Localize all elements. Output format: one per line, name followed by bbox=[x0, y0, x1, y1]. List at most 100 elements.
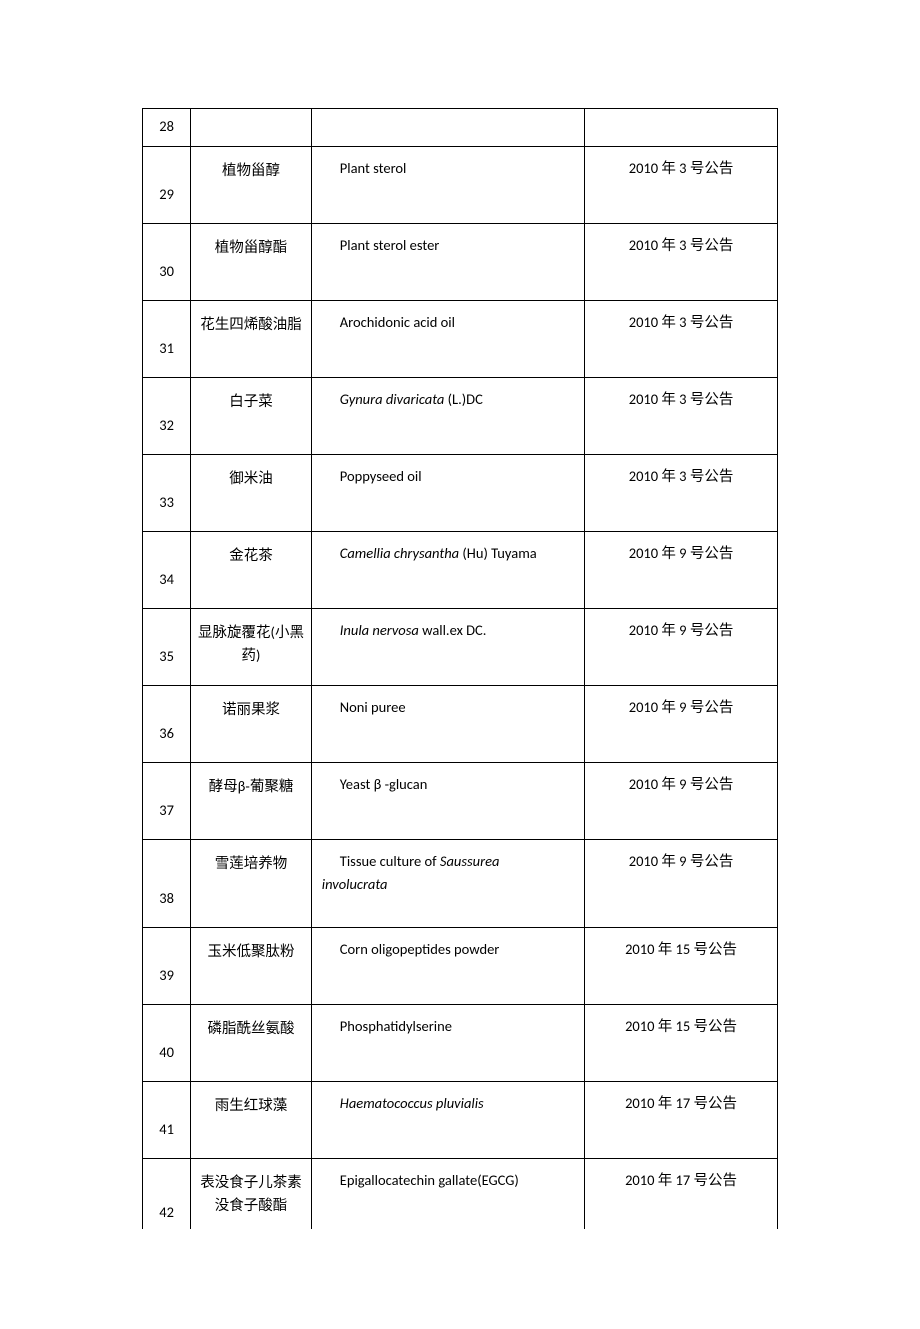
cn-name: 植物甾醇酯 bbox=[215, 238, 288, 256]
table-row: 36 诺丽果浆 Noni puree 2010 年 9 号公告 bbox=[143, 686, 778, 763]
en-name: Poppyseed oil bbox=[340, 467, 422, 485]
cell-cn: 金花茶 bbox=[191, 532, 312, 609]
table-row: 38 雪莲培养物 Tissue culture of Saussurea inv… bbox=[143, 840, 778, 928]
num-label: 36 bbox=[143, 724, 190, 742]
cell-notice: 2010 年 9 号公告 bbox=[585, 686, 778, 763]
table-row: 41 雨生红球藻 Haematococcus pluvialis 2010 年 … bbox=[143, 1082, 778, 1159]
cell-notice: 2010 年 9 号公告 bbox=[585, 840, 778, 928]
cell-notice: 2010 年 9 号公告 bbox=[585, 532, 778, 609]
en-name: Yeast β -glucan bbox=[340, 775, 428, 793]
cell-cn: 雪莲培养物 bbox=[191, 840, 312, 928]
notice-text: 2010 年 3 号公告 bbox=[629, 390, 734, 408]
table-row: 37 酵母β-葡聚糖 Yeast β -glucan 2010 年 9 号公告 bbox=[143, 763, 778, 840]
notice-text: 2010 年 3 号公告 bbox=[629, 159, 734, 177]
cell-notice: 2010 年 3 号公告 bbox=[585, 378, 778, 455]
en-name: Arochidonic acid oil bbox=[340, 313, 455, 331]
table-row: 39 玉米低聚肽粉 Corn oligopeptides powder 2010… bbox=[143, 928, 778, 1005]
cell-en: Arochidonic acid oil bbox=[311, 301, 584, 378]
table-row: 30 植物甾醇酯 Plant sterol ester 2010 年 3 号公告 bbox=[143, 224, 778, 301]
en-name: Plant sterol ester bbox=[340, 236, 440, 254]
table-row: 40 磷脂酰丝氨酸 Phosphatidylserine 2010 年 15 号… bbox=[143, 1005, 778, 1082]
table-row: 29 植物甾醇 Plant sterol 2010 年 3 号公告 bbox=[143, 147, 778, 224]
cn-name: 酵母β-葡聚糖 bbox=[209, 777, 294, 795]
cell-en: Inula nervosa wall.ex DC. bbox=[311, 609, 584, 686]
cell-notice: 2010 年 17 号公告 bbox=[585, 1082, 778, 1159]
cell-num: 33 bbox=[143, 455, 191, 532]
cell-num: 41 bbox=[143, 1082, 191, 1159]
num-label: 39 bbox=[143, 966, 190, 984]
cn-name: 雪莲培养物 bbox=[215, 854, 288, 872]
num-label: 33 bbox=[143, 493, 190, 511]
en-name: Corn oligopeptides powder bbox=[340, 940, 500, 958]
cell-notice: 2010 年 15 号公告 bbox=[585, 1005, 778, 1082]
en-line1-plain: Tissue culture of bbox=[340, 852, 440, 870]
notice-text: 2010 年 9 号公告 bbox=[629, 852, 734, 870]
num-label: 34 bbox=[143, 570, 190, 588]
table-row: 34 金花茶 Camellia chrysantha (Hu) Tuyama 2… bbox=[143, 532, 778, 609]
cell-en: Tissue culture of Saussurea involucrata bbox=[311, 840, 584, 928]
ingredient-table: 28 29 植物甾醇 Plant sterol 2010 年 3 号公告 30 … bbox=[142, 108, 778, 1229]
num-label: 32 bbox=[143, 416, 190, 434]
cell-cn bbox=[191, 109, 312, 147]
cell-notice bbox=[585, 109, 778, 147]
cn-name: 雨生红球藻 bbox=[215, 1096, 288, 1114]
cell-num: 29 bbox=[143, 147, 191, 224]
cell-num: 32 bbox=[143, 378, 191, 455]
en-name: Phosphatidylserine bbox=[340, 1017, 452, 1035]
cn-name: 表没食子儿茶素没食子酸酯 bbox=[200, 1173, 302, 1214]
en-name: Plant sterol bbox=[340, 159, 407, 177]
cn-name: 金花茶 bbox=[229, 546, 273, 564]
en-line2-italic: involucrata bbox=[322, 875, 388, 893]
table-row: 28 bbox=[143, 109, 778, 147]
cell-cn: 诺丽果浆 bbox=[191, 686, 312, 763]
cell-notice: 2010 年 9 号公告 bbox=[585, 763, 778, 840]
notice-text: 2010 年 15 号公告 bbox=[625, 1017, 737, 1035]
cn-name: 花生四烯酸油脂 bbox=[200, 315, 302, 333]
cell-notice: 2010 年 3 号公告 bbox=[585, 455, 778, 532]
table-row: 32 白子菜 Gynura divaricata (L.)DC 2010 年 3… bbox=[143, 378, 778, 455]
en-italic: Haematococcus pluvialis bbox=[340, 1094, 484, 1112]
en-line1-italic: Saussurea bbox=[440, 852, 500, 870]
table-body: 28 29 植物甾醇 Plant sterol 2010 年 3 号公告 30 … bbox=[143, 109, 778, 1230]
cell-num: 30 bbox=[143, 224, 191, 301]
cell-en: Haematococcus pluvialis bbox=[311, 1082, 584, 1159]
table-row: 33 御米油 Poppyseed oil 2010 年 3 号公告 bbox=[143, 455, 778, 532]
notice-text: 2010 年 3 号公告 bbox=[629, 236, 734, 254]
cn-name: 植物甾醇 bbox=[222, 161, 280, 179]
notice-text: 2010 年 15 号公告 bbox=[625, 940, 737, 958]
table-row: 31 花生四烯酸油脂 Arochidonic acid oil 2010 年 3… bbox=[143, 301, 778, 378]
cell-notice: 2010 年 3 号公告 bbox=[585, 301, 778, 378]
cell-num: 35 bbox=[143, 609, 191, 686]
cell-en: Phosphatidylserine bbox=[311, 1005, 584, 1082]
num-label: 40 bbox=[143, 1043, 190, 1061]
num-label: 30 bbox=[143, 262, 190, 280]
cn-name: 诺丽果浆 bbox=[222, 700, 280, 718]
table-row: 35 显脉旋覆花(小黑药) Inula nervosa wall.ex DC. … bbox=[143, 609, 778, 686]
cell-en: Corn oligopeptides powder bbox=[311, 928, 584, 1005]
num-label: 28 bbox=[147, 109, 186, 143]
notice-text: 2010 年 3 号公告 bbox=[629, 313, 734, 331]
notice-text: 2010 年 9 号公告 bbox=[629, 775, 734, 793]
cell-cn: 白子菜 bbox=[191, 378, 312, 455]
cell-en bbox=[311, 109, 584, 147]
cell-cn: 表没食子儿茶素没食子酸酯 bbox=[191, 1159, 312, 1230]
cell-notice: 2010 年 9 号公告 bbox=[585, 609, 778, 686]
table-row: 42 表没食子儿茶素没食子酸酯 Epigallocatechin gallate… bbox=[143, 1159, 778, 1230]
notice-text: 2010 年 9 号公告 bbox=[629, 544, 734, 562]
cell-en: Plant sterol ester bbox=[311, 224, 584, 301]
cn-name: 御米油 bbox=[229, 469, 273, 487]
cell-en: Camellia chrysantha (Hu) Tuyama bbox=[311, 532, 584, 609]
cell-cn: 酵母β-葡聚糖 bbox=[191, 763, 312, 840]
en-after: wall.ex DC. bbox=[419, 621, 487, 639]
en-after: (L.)DC bbox=[444, 390, 482, 408]
cell-cn: 玉米低聚肽粉 bbox=[191, 928, 312, 1005]
num-label: 35 bbox=[143, 647, 190, 665]
cell-cn: 显脉旋覆花(小黑药) bbox=[191, 609, 312, 686]
notice-text: 2010 年 9 号公告 bbox=[629, 698, 734, 716]
cn-name: 显脉旋覆花(小黑药) bbox=[198, 623, 304, 664]
cell-cn: 御米油 bbox=[191, 455, 312, 532]
cell-num: 31 bbox=[143, 301, 191, 378]
cell-notice: 2010 年 15 号公告 bbox=[585, 928, 778, 1005]
cell-num: 42 bbox=[143, 1159, 191, 1230]
notice-text: 2010 年 9 号公告 bbox=[629, 621, 734, 639]
